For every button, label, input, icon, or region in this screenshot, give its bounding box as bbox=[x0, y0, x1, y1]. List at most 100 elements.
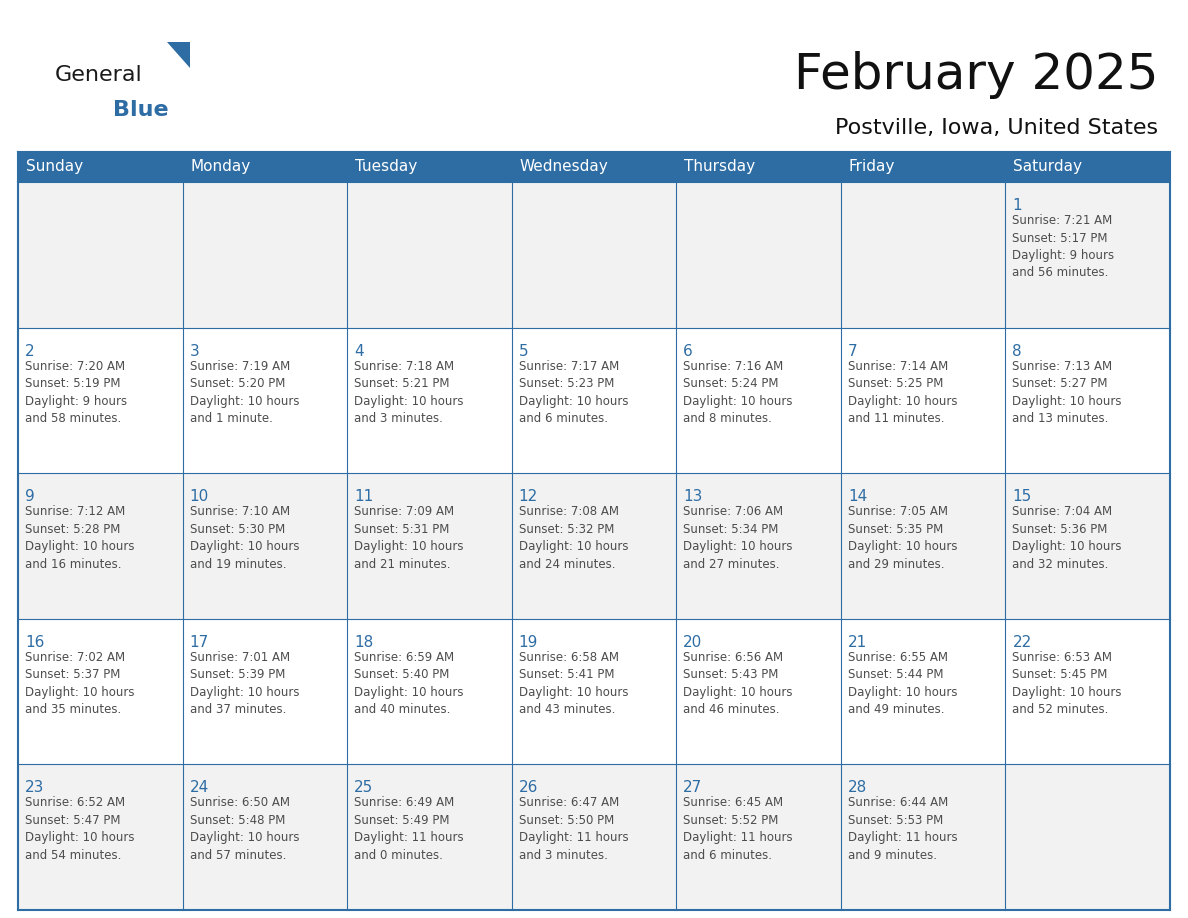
Bar bbox=[676, 328, 841, 473]
Text: Sunrise: 6:44 AM
Sunset: 5:53 PM
Daylight: 11 hours
and 9 minutes.: Sunrise: 6:44 AM Sunset: 5:53 PM Dayligh… bbox=[848, 797, 958, 862]
Text: Sunday: Sunday bbox=[26, 160, 83, 174]
Text: Sunrise: 6:50 AM
Sunset: 5:48 PM
Daylight: 10 hours
and 57 minutes.: Sunrise: 6:50 AM Sunset: 5:48 PM Dayligh… bbox=[190, 797, 299, 862]
Text: Sunrise: 7:21 AM
Sunset: 5:17 PM
Daylight: 9 hours
and 56 minutes.: Sunrise: 7:21 AM Sunset: 5:17 PM Dayligh… bbox=[1012, 214, 1114, 279]
Bar bbox=[676, 473, 841, 619]
Text: Sunrise: 6:52 AM
Sunset: 5:47 PM
Daylight: 10 hours
and 54 minutes.: Sunrise: 6:52 AM Sunset: 5:47 PM Dayligh… bbox=[25, 797, 134, 862]
Polygon shape bbox=[168, 42, 190, 68]
Bar bbox=[1005, 619, 1170, 765]
Bar bbox=[18, 152, 1170, 182]
Text: 19: 19 bbox=[519, 635, 538, 650]
Bar bbox=[841, 765, 1005, 910]
Text: Sunrise: 7:17 AM
Sunset: 5:23 PM
Daylight: 10 hours
and 6 minutes.: Sunrise: 7:17 AM Sunset: 5:23 PM Dayligh… bbox=[519, 360, 628, 425]
Bar bbox=[512, 182, 676, 328]
Text: Sunrise: 7:20 AM
Sunset: 5:19 PM
Daylight: 9 hours
and 58 minutes.: Sunrise: 7:20 AM Sunset: 5:19 PM Dayligh… bbox=[25, 360, 127, 425]
Text: Sunrise: 7:12 AM
Sunset: 5:28 PM
Daylight: 10 hours
and 16 minutes.: Sunrise: 7:12 AM Sunset: 5:28 PM Dayligh… bbox=[25, 505, 134, 571]
Text: 10: 10 bbox=[190, 489, 209, 504]
Bar bbox=[676, 765, 841, 910]
Text: Tuesday: Tuesday bbox=[355, 160, 417, 174]
Text: 17: 17 bbox=[190, 635, 209, 650]
Text: Sunrise: 7:02 AM
Sunset: 5:37 PM
Daylight: 10 hours
and 35 minutes.: Sunrise: 7:02 AM Sunset: 5:37 PM Dayligh… bbox=[25, 651, 134, 716]
Bar bbox=[841, 619, 1005, 765]
Bar bbox=[676, 619, 841, 765]
Text: 22: 22 bbox=[1012, 635, 1031, 650]
Text: Wednesday: Wednesday bbox=[519, 160, 608, 174]
Bar bbox=[1005, 182, 1170, 328]
Text: Sunrise: 7:05 AM
Sunset: 5:35 PM
Daylight: 10 hours
and 29 minutes.: Sunrise: 7:05 AM Sunset: 5:35 PM Dayligh… bbox=[848, 505, 958, 571]
Text: General: General bbox=[55, 65, 143, 85]
Bar bbox=[512, 473, 676, 619]
Text: 14: 14 bbox=[848, 489, 867, 504]
Text: 5: 5 bbox=[519, 343, 529, 359]
Text: 26: 26 bbox=[519, 780, 538, 795]
Text: Saturday: Saturday bbox=[1013, 160, 1082, 174]
Text: Sunrise: 6:59 AM
Sunset: 5:40 PM
Daylight: 10 hours
and 40 minutes.: Sunrise: 6:59 AM Sunset: 5:40 PM Dayligh… bbox=[354, 651, 463, 716]
Text: Sunrise: 7:18 AM
Sunset: 5:21 PM
Daylight: 10 hours
and 3 minutes.: Sunrise: 7:18 AM Sunset: 5:21 PM Dayligh… bbox=[354, 360, 463, 425]
Bar bbox=[183, 182, 347, 328]
Text: 27: 27 bbox=[683, 780, 702, 795]
Text: 23: 23 bbox=[25, 780, 44, 795]
Bar bbox=[1005, 765, 1170, 910]
Bar bbox=[347, 619, 512, 765]
Text: Sunrise: 7:19 AM
Sunset: 5:20 PM
Daylight: 10 hours
and 1 minute.: Sunrise: 7:19 AM Sunset: 5:20 PM Dayligh… bbox=[190, 360, 299, 425]
Text: Sunrise: 7:09 AM
Sunset: 5:31 PM
Daylight: 10 hours
and 21 minutes.: Sunrise: 7:09 AM Sunset: 5:31 PM Dayligh… bbox=[354, 505, 463, 571]
Text: 25: 25 bbox=[354, 780, 373, 795]
Text: Sunrise: 7:10 AM
Sunset: 5:30 PM
Daylight: 10 hours
and 19 minutes.: Sunrise: 7:10 AM Sunset: 5:30 PM Dayligh… bbox=[190, 505, 299, 571]
Text: 13: 13 bbox=[683, 489, 702, 504]
Text: Sunrise: 6:49 AM
Sunset: 5:49 PM
Daylight: 11 hours
and 0 minutes.: Sunrise: 6:49 AM Sunset: 5:49 PM Dayligh… bbox=[354, 797, 463, 862]
Bar bbox=[676, 182, 841, 328]
Bar bbox=[841, 182, 1005, 328]
Bar bbox=[512, 619, 676, 765]
Text: 8: 8 bbox=[1012, 343, 1022, 359]
Bar bbox=[841, 473, 1005, 619]
Text: Sunrise: 7:06 AM
Sunset: 5:34 PM
Daylight: 10 hours
and 27 minutes.: Sunrise: 7:06 AM Sunset: 5:34 PM Dayligh… bbox=[683, 505, 792, 571]
Text: 28: 28 bbox=[848, 780, 867, 795]
Text: 6: 6 bbox=[683, 343, 693, 359]
Text: 21: 21 bbox=[848, 635, 867, 650]
Bar bbox=[18, 182, 183, 328]
Bar bbox=[512, 328, 676, 473]
Text: Blue: Blue bbox=[113, 100, 169, 120]
Text: 7: 7 bbox=[848, 343, 858, 359]
Text: 11: 11 bbox=[354, 489, 373, 504]
Bar bbox=[18, 473, 183, 619]
Text: 24: 24 bbox=[190, 780, 209, 795]
Bar bbox=[183, 765, 347, 910]
Text: 16: 16 bbox=[25, 635, 44, 650]
Text: Sunrise: 7:08 AM
Sunset: 5:32 PM
Daylight: 10 hours
and 24 minutes.: Sunrise: 7:08 AM Sunset: 5:32 PM Dayligh… bbox=[519, 505, 628, 571]
Text: Sunrise: 7:16 AM
Sunset: 5:24 PM
Daylight: 10 hours
and 8 minutes.: Sunrise: 7:16 AM Sunset: 5:24 PM Dayligh… bbox=[683, 360, 792, 425]
Text: Sunrise: 7:01 AM
Sunset: 5:39 PM
Daylight: 10 hours
and 37 minutes.: Sunrise: 7:01 AM Sunset: 5:39 PM Dayligh… bbox=[190, 651, 299, 716]
Text: 12: 12 bbox=[519, 489, 538, 504]
Bar bbox=[841, 328, 1005, 473]
Bar bbox=[512, 765, 676, 910]
Text: Postville, Iowa, United States: Postville, Iowa, United States bbox=[835, 118, 1158, 138]
Text: Sunrise: 6:47 AM
Sunset: 5:50 PM
Daylight: 11 hours
and 3 minutes.: Sunrise: 6:47 AM Sunset: 5:50 PM Dayligh… bbox=[519, 797, 628, 862]
Text: Monday: Monday bbox=[190, 160, 251, 174]
Bar bbox=[347, 765, 512, 910]
Text: 18: 18 bbox=[354, 635, 373, 650]
Text: Sunrise: 6:53 AM
Sunset: 5:45 PM
Daylight: 10 hours
and 52 minutes.: Sunrise: 6:53 AM Sunset: 5:45 PM Dayligh… bbox=[1012, 651, 1121, 716]
Bar bbox=[183, 328, 347, 473]
Bar bbox=[1005, 328, 1170, 473]
Bar bbox=[347, 182, 512, 328]
Text: Sunrise: 6:56 AM
Sunset: 5:43 PM
Daylight: 10 hours
and 46 minutes.: Sunrise: 6:56 AM Sunset: 5:43 PM Dayligh… bbox=[683, 651, 792, 716]
Text: February 2025: February 2025 bbox=[794, 51, 1158, 99]
Text: Sunrise: 6:58 AM
Sunset: 5:41 PM
Daylight: 10 hours
and 43 minutes.: Sunrise: 6:58 AM Sunset: 5:41 PM Dayligh… bbox=[519, 651, 628, 716]
Bar bbox=[18, 765, 183, 910]
Bar bbox=[1005, 473, 1170, 619]
Text: 2: 2 bbox=[25, 343, 34, 359]
Text: 15: 15 bbox=[1012, 489, 1031, 504]
Text: 4: 4 bbox=[354, 343, 364, 359]
Text: 1: 1 bbox=[1012, 198, 1022, 213]
Text: Sunrise: 7:13 AM
Sunset: 5:27 PM
Daylight: 10 hours
and 13 minutes.: Sunrise: 7:13 AM Sunset: 5:27 PM Dayligh… bbox=[1012, 360, 1121, 425]
Bar bbox=[183, 619, 347, 765]
Text: 3: 3 bbox=[190, 343, 200, 359]
Text: Sunrise: 7:14 AM
Sunset: 5:25 PM
Daylight: 10 hours
and 11 minutes.: Sunrise: 7:14 AM Sunset: 5:25 PM Dayligh… bbox=[848, 360, 958, 425]
Text: Sunrise: 6:55 AM
Sunset: 5:44 PM
Daylight: 10 hours
and 49 minutes.: Sunrise: 6:55 AM Sunset: 5:44 PM Dayligh… bbox=[848, 651, 958, 716]
Text: Friday: Friday bbox=[849, 160, 896, 174]
Text: Sunrise: 7:04 AM
Sunset: 5:36 PM
Daylight: 10 hours
and 32 minutes.: Sunrise: 7:04 AM Sunset: 5:36 PM Dayligh… bbox=[1012, 505, 1121, 571]
Bar bbox=[18, 619, 183, 765]
Bar bbox=[183, 473, 347, 619]
Bar bbox=[347, 328, 512, 473]
Bar bbox=[18, 328, 183, 473]
Text: Sunrise: 6:45 AM
Sunset: 5:52 PM
Daylight: 11 hours
and 6 minutes.: Sunrise: 6:45 AM Sunset: 5:52 PM Dayligh… bbox=[683, 797, 792, 862]
